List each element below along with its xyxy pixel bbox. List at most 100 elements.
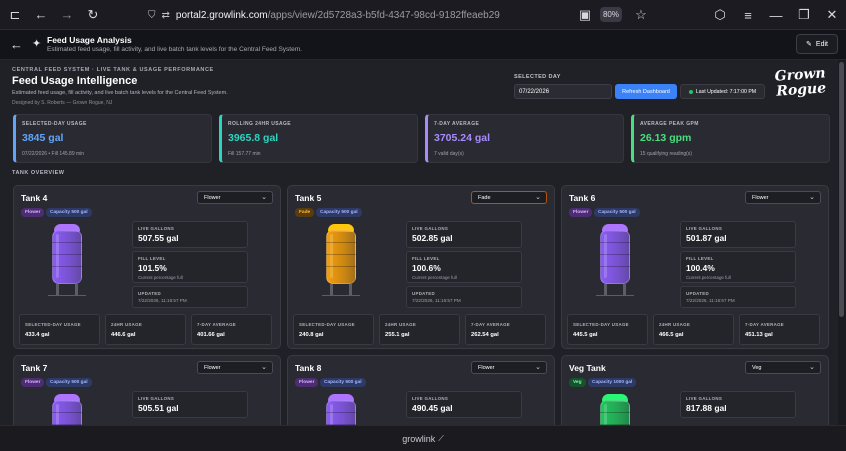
- usage-24hr-value: 446.6 gal: [111, 332, 136, 338]
- kpi-subtext: Fill 157.77 min: [228, 151, 261, 157]
- vessel-cap: [602, 394, 628, 402]
- tank-name: Tank 7: [21, 363, 48, 373]
- seven-day-average-panel: 7-DAY AVERAGE 401.66 gal: [191, 314, 272, 345]
- restore-icon[interactable]: ❐: [798, 7, 810, 22]
- fill-level-note: Current percentage full: [138, 275, 183, 280]
- url-path: /apps/view/2d5728a3-b5fd-4347-98cd-9182f…: [267, 9, 500, 21]
- reader-view-icon[interactable]: ▣: [578, 7, 592, 22]
- stage-select[interactable]: Fade ⌄: [471, 191, 547, 204]
- vessel-cap: [54, 394, 80, 402]
- status-dot-icon: [688, 89, 693, 94]
- kpi-card: AVERAGE PEAK GPM 26.13 gpm 15 qualifying r…: [631, 114, 830, 163]
- url-host: portal2.growlink.com: [175, 9, 268, 21]
- kpi-subtext: 15 qualifying reading(s): [640, 151, 692, 157]
- tank-name: Tank 6: [569, 193, 596, 203]
- tank-overview-label: TANK OVERVIEW: [12, 170, 65, 176]
- vessel-band: [326, 254, 356, 255]
- live-gallons-label: LIVE GALLONS: [412, 226, 449, 231]
- stage-badge: Fade: [295, 208, 315, 217]
- kpi-label: SELECTED-DAY USAGE: [22, 121, 87, 127]
- back-arrow-icon[interactable]: ←: [10, 37, 23, 52]
- tank-vessel-icon: [600, 394, 630, 425]
- vessel-leg: [75, 284, 78, 296]
- usage-24hr-panel: 24HR USAGE 446.6 gal: [105, 314, 186, 345]
- vessel-cap: [328, 224, 354, 232]
- updated-panel: UPDATED 7/22/2026, 11:16:57 PM: [406, 286, 522, 308]
- vessel-band: [326, 266, 356, 267]
- tank-card: Tank 8 Flower ⌄ Flower Capacity 500 gal LIVE …: [287, 355, 555, 425]
- close-icon[interactable]: ✕: [826, 7, 838, 22]
- fill-level-panel: FILL LEVEL 101.5% Current percentage full: [132, 251, 248, 283]
- capacity-badge: Capacity 500 gal: [594, 208, 640, 217]
- vessel-shine: [56, 234, 59, 278]
- dashboard-byline: Designed by S. Roberts — Grown Rogue, NJ: [12, 100, 113, 106]
- stage-select[interactable]: Flower ⌄: [745, 191, 821, 204]
- tank-name: Tank 5: [295, 193, 322, 203]
- menu-icon[interactable]: ≡: [744, 7, 752, 23]
- live-gallons-value: 505.51 gal: [138, 403, 179, 413]
- edit-button[interactable]: ✎ Edit: [796, 34, 838, 54]
- pencil-icon: ✎: [806, 41, 812, 48]
- bookmark-star-icon[interactable]: ☆: [635, 7, 647, 22]
- stage-select[interactable]: Flower ⌄: [471, 361, 547, 374]
- refresh-dashboard-button[interactable]: Refresh Dashboard: [615, 84, 677, 99]
- kpi-value: 3965.8 gal: [228, 132, 279, 144]
- seven-day-average-label: 7-DAY AVERAGE: [745, 322, 785, 327]
- scrollbar-thumb[interactable]: [839, 62, 844, 317]
- vessel-body: [326, 400, 356, 425]
- vessel-base: [596, 295, 634, 296]
- shield-icon: ⛉: [148, 9, 156, 21]
- stage-badge: Flower: [295, 378, 319, 387]
- reload-icon[interactable]: ↻: [87, 6, 99, 22]
- live-gallons-panel: LIVE GALLONS 817.88 gal: [680, 391, 796, 418]
- updated-panel: UPDATED 7/22/2026, 11:16:57 PM: [680, 286, 796, 308]
- kpi-subtext: 07/22/2026 • Fill 145.89 min: [22, 151, 85, 157]
- stage-select-value: Flower: [204, 364, 221, 371]
- capacity-badge: Capacity 500 gal: [316, 208, 362, 217]
- stage-badge: Flower: [21, 378, 45, 387]
- scrollbar[interactable]: [838, 60, 846, 425]
- live-gallons-value: 507.55 gal: [138, 233, 179, 243]
- vessel-band: [600, 266, 630, 267]
- selected-day-usage-panel: SELECTED-DAY USAGE 445.5 gal: [567, 314, 648, 345]
- zoom-level[interactable]: 80%: [600, 7, 622, 22]
- extensions-icon[interactable]: ⬡: [714, 7, 726, 22]
- vessel-body: [600, 400, 630, 425]
- vessel-band: [600, 254, 630, 255]
- app-title: Feed Usage Analysis: [47, 35, 132, 45]
- back-icon[interactable]: ←: [34, 7, 48, 22]
- tank-name: Tank 8: [295, 363, 322, 373]
- stage-select[interactable]: Flower ⌄: [197, 361, 273, 374]
- forward-icon[interactable]: →: [60, 7, 74, 22]
- kpi-subtext: 7 valid day(s): [434, 151, 464, 157]
- kpi-value: 3845 gal: [22, 132, 64, 144]
- address-bar[interactable]: ⛉ ⇄ portal2.growlink.com/apps/view/2d572…: [148, 5, 648, 25]
- vessel-band: [326, 412, 356, 413]
- vessel-band: [326, 424, 356, 425]
- live-gallons-label: LIVE GALLONS: [138, 226, 175, 231]
- live-gallons-panel: LIVE GALLONS 490.45 gal: [406, 391, 522, 418]
- tank-card: Tank 6 Flower ⌄ Flower Capacity 500 gal LIVE …: [561, 185, 829, 349]
- last-updated-text: Last Updated: 7:17:00 PM: [695, 88, 757, 95]
- stage-select-value: Veg: [752, 364, 762, 371]
- vessel-band: [52, 412, 82, 413]
- chevron-down-icon: ⌄: [809, 364, 815, 371]
- selected-day-input[interactable]: 07/22/2026: [514, 84, 612, 99]
- vessel-leg: [604, 284, 607, 296]
- capacity-badge: Capacity 1000 gal: [588, 378, 637, 387]
- live-gallons-value: 817.88 gal: [686, 403, 727, 413]
- fill-level-label: FILL LEVEL: [686, 256, 714, 261]
- minimize-icon[interactable]: —: [769, 7, 783, 23]
- seven-day-average-panel: 7-DAY AVERAGE 262.54 gal: [465, 314, 546, 345]
- sparkle-icon: ✦: [32, 38, 42, 50]
- chevron-down-icon: ⌄: [261, 194, 267, 201]
- stage-select[interactable]: Flower ⌄: [197, 191, 273, 204]
- live-gallons-panel: LIVE GALLONS 505.51 gal: [132, 391, 248, 418]
- stage-select-value: Flower: [478, 364, 495, 371]
- vessel-band: [52, 266, 82, 267]
- grown-rogue-logo: Grown Rogue: [769, 65, 833, 108]
- app-header: ← ✦ Feed Usage Analysis Estimated feed u…: [0, 30, 846, 60]
- sidebar-toggle-icon[interactable]: ⊏: [9, 6, 21, 22]
- stage-select[interactable]: Veg ⌄: [745, 361, 821, 374]
- selected-day-usage-value: 240.8 gal: [299, 332, 324, 338]
